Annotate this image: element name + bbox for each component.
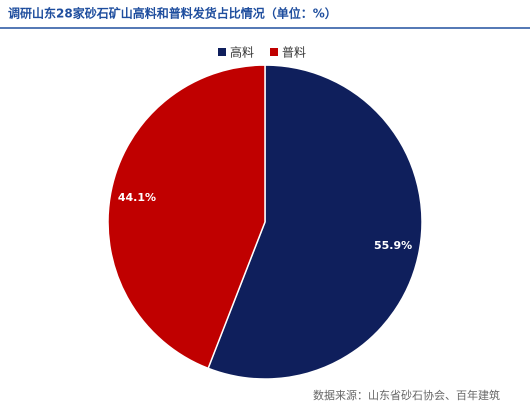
chart-title: 调研山东28家砂石矿山高料和普料发货占比情况（单位：%） <box>8 6 337 21</box>
legend-label: 高料 <box>230 45 254 60</box>
legend-swatch <box>218 48 226 56</box>
legend-label: 普料 <box>282 46 306 60</box>
source-note: 数据来源：山东省砂石协会、百年建筑 <box>313 388 500 402</box>
pie-slice <box>107 64 266 370</box>
data-label: 55.9% <box>374 239 412 252</box>
data-label: 44.1% <box>118 191 156 204</box>
legend-swatch <box>270 48 278 56</box>
pie-slice <box>207 64 423 380</box>
